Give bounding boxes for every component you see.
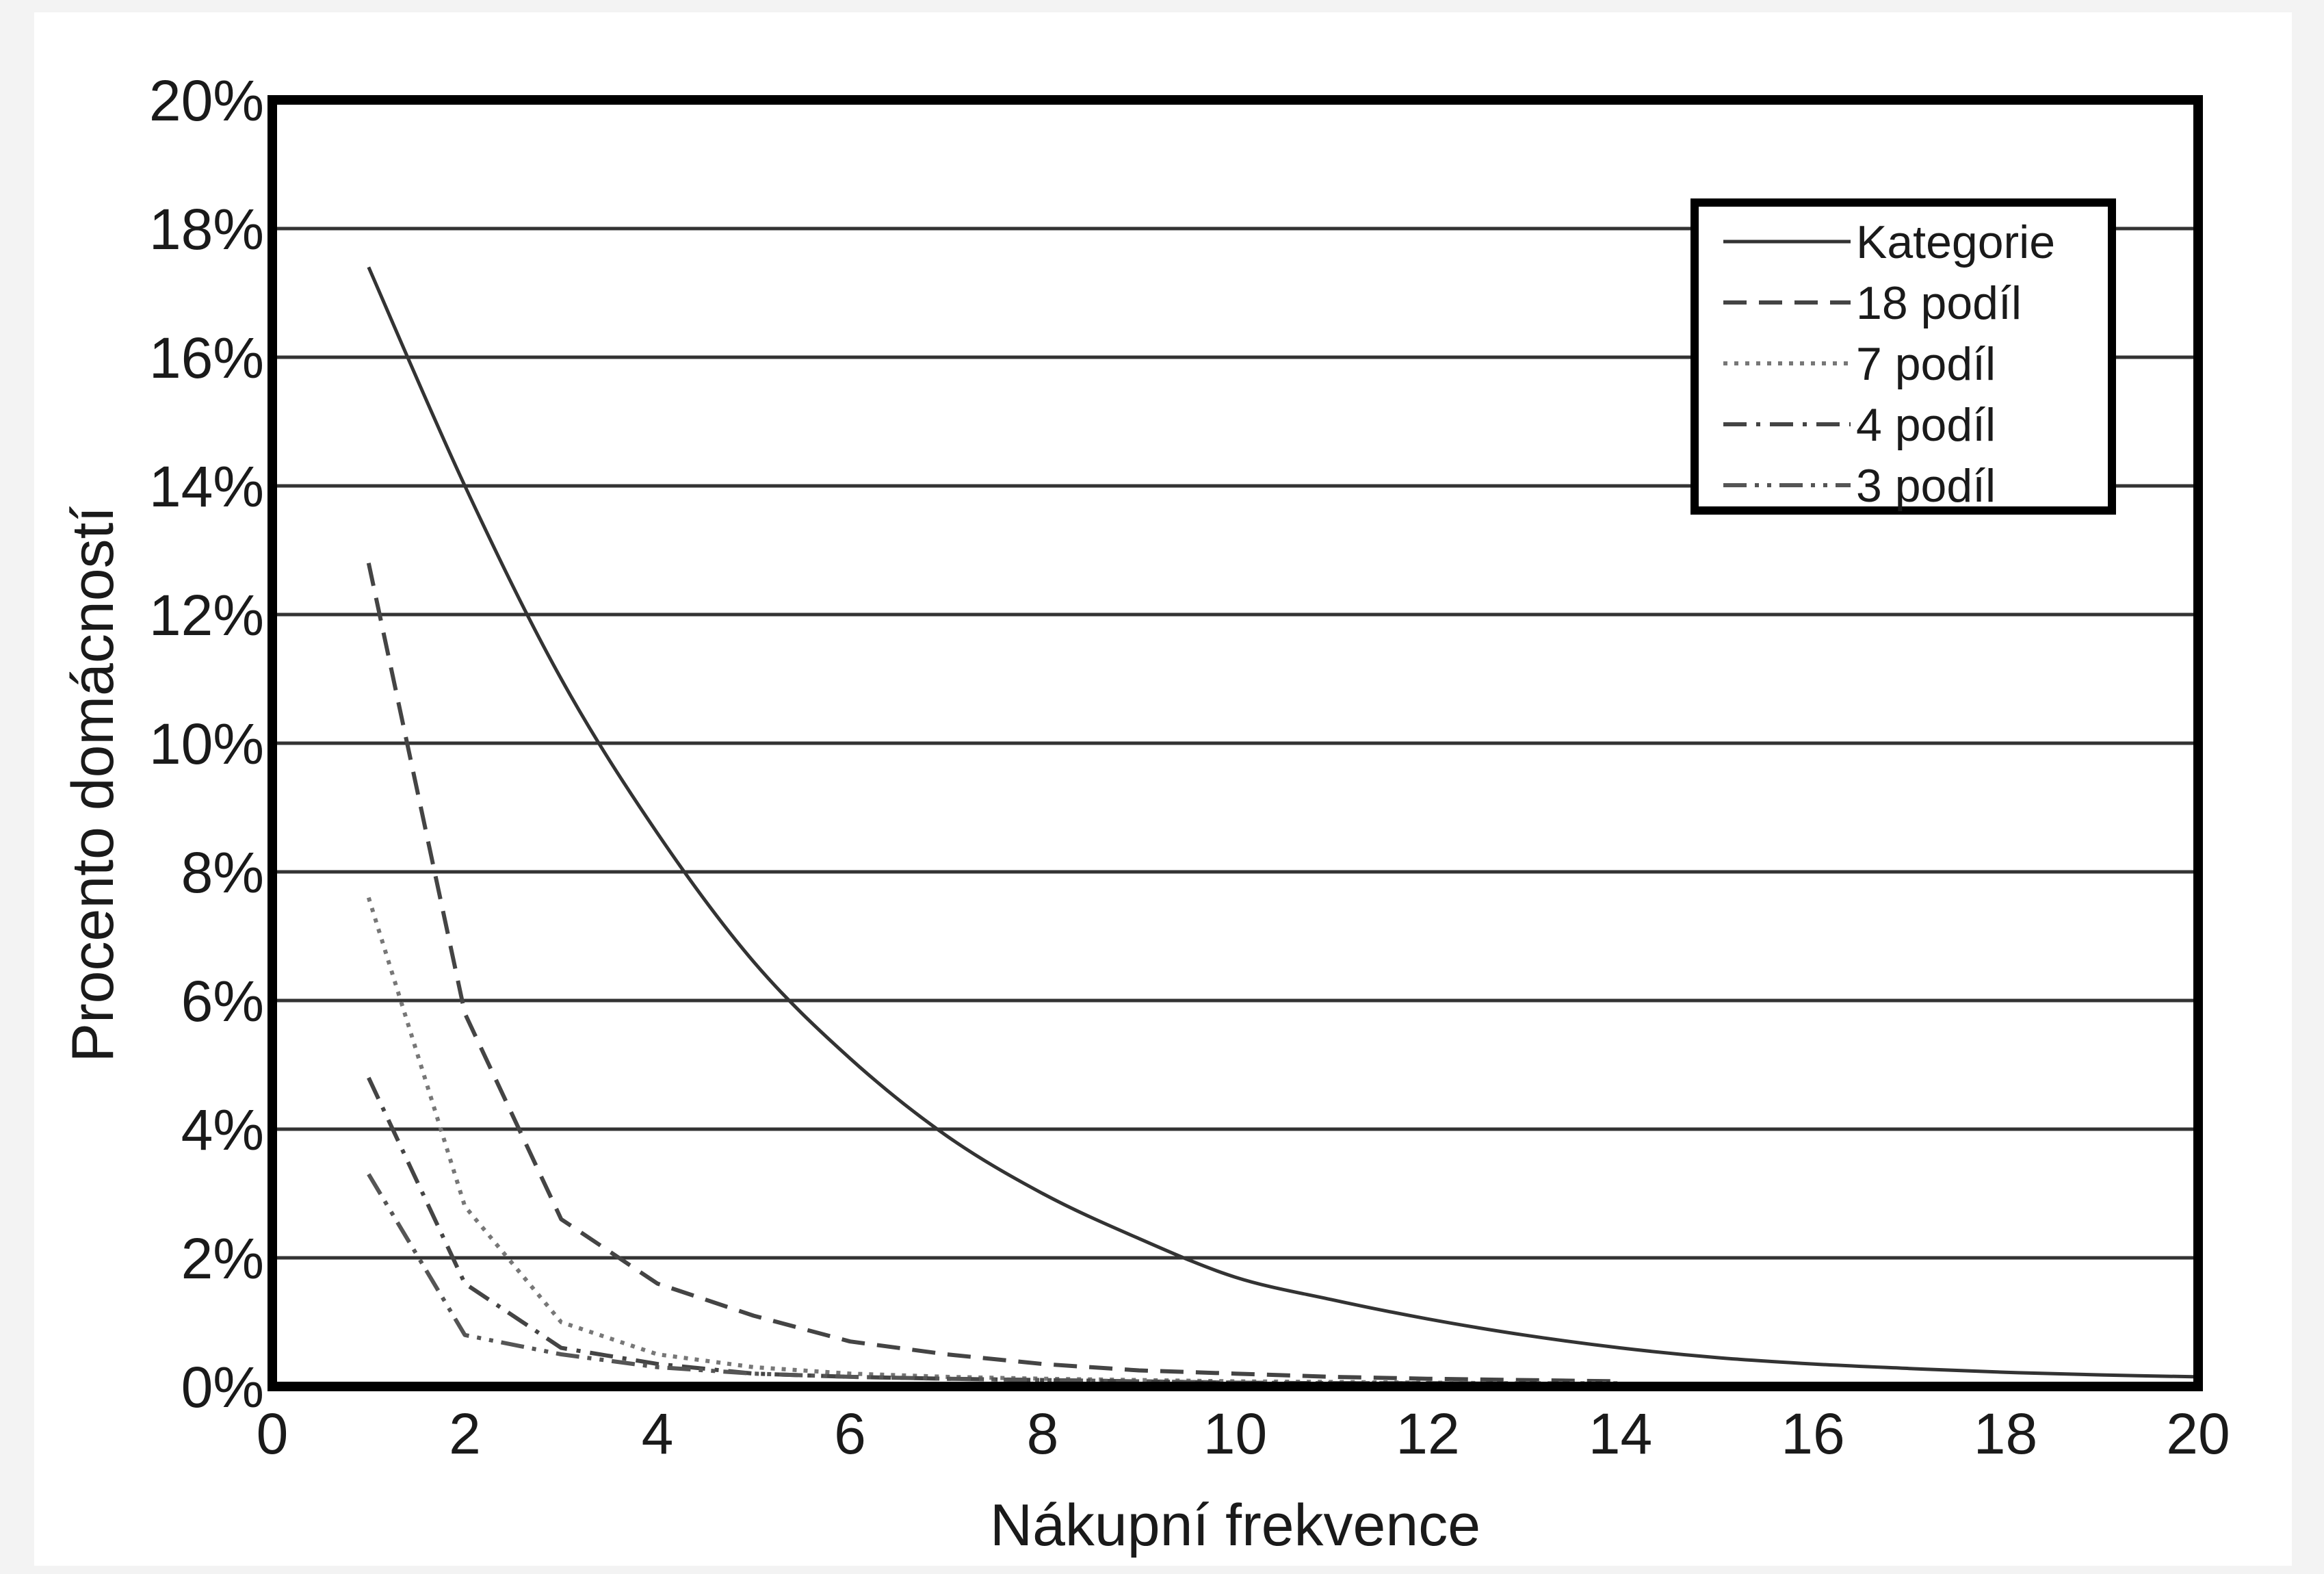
legend: Kategorie 18 podíl 7 podíl 4 podíl 3 podíl [1690,198,2116,515]
y-tick-label: 4% [181,1098,264,1162]
y-tick-label: 16% [149,326,264,390]
legend-label: 18 podíl [1856,277,2022,329]
series-line-1 [367,266,2199,1379]
series-line-4 [367,1076,1621,1386]
x-axis-title: Nákupní frekvence [990,1493,1480,1558]
y-tick-label: 10% [149,712,264,776]
x-tick-label: 20 [2166,1402,2230,1466]
plot-frame [267,95,2203,1391]
x-tick-label: 10 [1203,1402,1267,1466]
line-chart: 0% 2% 4% 6% 8% 10% 12% 14% 16% 18% 20% 0 2 4 6 8 10 12 14… [60,68,2230,1558]
x-tick-label: 6 [834,1402,866,1466]
x-tick-label: 14 [1589,1402,1652,1466]
x-tick-label: 16 [1781,1402,1844,1466]
x-tick-label: 18 [1974,1402,2037,1466]
x-tick-label: 12 [1396,1402,1459,1466]
y-tick-label: 2% [181,1226,264,1291]
series-line-3 [366,896,1621,1386]
x-tick-label: 4 [642,1402,674,1466]
y-tick-label: 8% [181,840,264,905]
x-tick-label: 8 [1027,1402,1059,1466]
y-axis-ticks: 0% 2% 4% 6% 8% 10% 12% 14% 16% 18% 20% [149,68,264,1419]
legend-label: 4 podíl [1856,399,1996,451]
x-axis-ticks: 0 2 4 6 8 10 12 14 16 18 20 [257,1402,2230,1466]
series-line-5 [367,1173,1621,1386]
y-tick-label: 20% [149,68,264,133]
legend-label: Kategorie [1856,216,2055,268]
legend-label: 7 podíl [1856,338,1996,390]
series-line-2 [366,563,1621,1384]
x-tick-label: 0 [257,1402,289,1466]
chart-paper: 0% 2% 4% 6% 8% 10% 12% 14% 16% 18% 20% 0 2 4 6 8 10 12 14… [34,12,2292,1566]
y-axis-title: Procento domácností [60,506,126,1063]
y-tick-label: 12% [149,583,264,647]
x-tick-label: 2 [449,1402,481,1466]
legend-label: 3 podíl [1856,460,1996,512]
grid-lines [272,227,2198,1260]
y-tick-label: 18% [149,197,264,261]
y-tick-label: 0% [181,1355,264,1419]
y-tick-label: 6% [181,969,264,1033]
y-tick-label: 14% [149,454,264,519]
legend-box [1690,198,2116,515]
